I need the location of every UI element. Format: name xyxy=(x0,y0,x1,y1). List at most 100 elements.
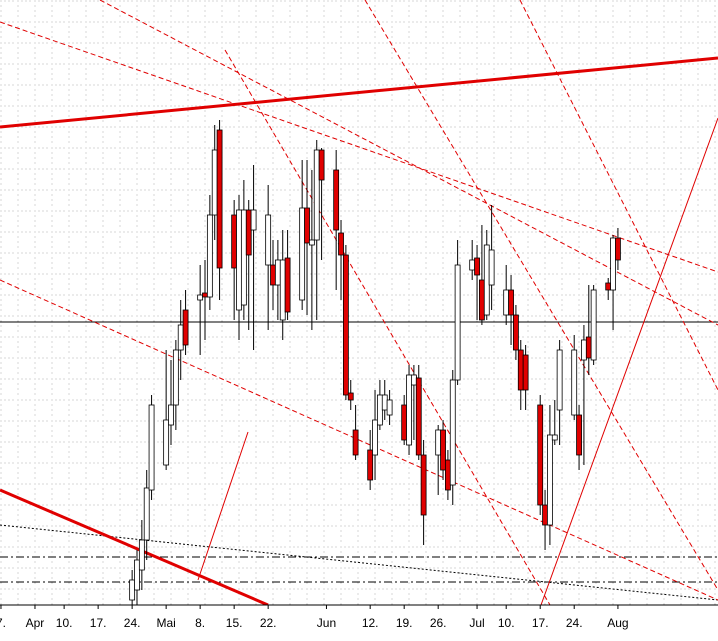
candle-body xyxy=(576,414,582,456)
x-tick-label: 24. xyxy=(566,616,583,630)
candle-body xyxy=(547,434,553,526)
candle-body xyxy=(590,289,597,361)
candle-body xyxy=(216,129,223,269)
trend-line xyxy=(197,431,249,581)
candle-body xyxy=(274,259,281,286)
candle-body xyxy=(420,454,427,516)
candle-body xyxy=(265,214,272,266)
candle-body xyxy=(231,214,238,269)
candle-body xyxy=(474,257,480,276)
candle-body xyxy=(517,349,524,391)
candle-body xyxy=(508,289,514,316)
candle-body xyxy=(449,379,456,486)
grid xyxy=(0,0,718,605)
candle-body xyxy=(381,394,388,411)
candle-body xyxy=(143,487,150,541)
candle-body xyxy=(551,434,558,441)
dashed-trend-line xyxy=(0,21,718,273)
candle-body xyxy=(401,404,408,441)
candle-body xyxy=(537,404,544,506)
candle-body xyxy=(406,374,412,446)
candle-body xyxy=(240,209,247,306)
candles xyxy=(129,120,621,605)
candle-body xyxy=(483,244,490,316)
candle-body xyxy=(440,429,446,471)
thick-trend-line xyxy=(0,488,269,605)
trend-line xyxy=(540,117,718,605)
dashed-trend-line xyxy=(224,49,551,605)
candle-body xyxy=(581,339,587,361)
candle-body xyxy=(245,209,252,256)
candle-body xyxy=(347,392,354,401)
candle-body xyxy=(605,282,612,291)
thick-trend-line xyxy=(0,56,718,129)
candle-body xyxy=(610,237,616,291)
x-tick-label: 24. xyxy=(124,616,141,630)
candle-body xyxy=(513,314,519,351)
candle-body xyxy=(138,539,145,571)
candle-body xyxy=(615,237,621,261)
candle-body xyxy=(338,232,344,256)
candle-body xyxy=(352,429,359,456)
candle-body xyxy=(134,559,140,591)
candle-body xyxy=(299,207,306,301)
candle-body xyxy=(279,259,286,321)
candle-body xyxy=(386,399,393,416)
candle-body xyxy=(454,264,461,381)
candle-body xyxy=(284,257,291,313)
x-tick-label: 12. xyxy=(362,616,379,630)
candle-body xyxy=(435,429,442,456)
x-tick-label: 17. xyxy=(90,616,107,630)
x-tick-label: Jun xyxy=(317,616,336,630)
x-tick-label: 26. xyxy=(430,616,447,630)
candle-body xyxy=(469,259,476,271)
candle-body xyxy=(503,289,510,316)
candle-body xyxy=(236,209,242,311)
drawings xyxy=(0,0,718,605)
dashed-trend-line xyxy=(99,0,718,326)
x-tick-label: 10. xyxy=(498,616,515,630)
candle-body xyxy=(163,419,170,466)
candle-body xyxy=(211,149,218,216)
dashed-trend-line xyxy=(519,0,718,391)
candle-body xyxy=(367,449,374,481)
x-tick-label: Mai xyxy=(156,616,175,630)
candle-body xyxy=(556,349,563,411)
candle-body xyxy=(313,149,320,241)
candle-body xyxy=(148,404,155,491)
x-tick-label: 10. xyxy=(56,616,73,630)
dashed-trend-line xyxy=(0,279,718,601)
candle-body xyxy=(333,169,340,231)
x-axis-labels: 7. Apr 10. 17. 24. Mai 8. 15. 22. Jun 12. 19. 26. Jul… xyxy=(0,605,629,630)
x-tick-label: Apr xyxy=(26,616,45,630)
candle-body xyxy=(372,419,378,456)
candle-body xyxy=(318,149,325,181)
candle-body xyxy=(129,579,136,601)
dotted-trend-line xyxy=(0,524,718,601)
x-tick-label: Jul xyxy=(469,616,484,630)
candle-body xyxy=(571,349,578,416)
x-tick-label: 22. xyxy=(260,616,277,630)
dashed-trend-line xyxy=(364,0,718,591)
candle-body xyxy=(304,207,310,244)
candle-body xyxy=(376,394,383,426)
candle-body xyxy=(542,504,548,526)
candle-body xyxy=(342,254,349,396)
x-tick-label: 15. xyxy=(226,616,243,630)
x-tick-label: Aug xyxy=(607,616,628,630)
candle-body xyxy=(270,264,276,286)
candle-body xyxy=(585,336,592,359)
candle-body xyxy=(197,294,204,301)
x-tick-label: 7. xyxy=(0,616,6,630)
candle-body xyxy=(522,354,529,391)
candle-body xyxy=(182,309,189,346)
x-tick-label: 19. xyxy=(396,616,413,630)
candle-body xyxy=(202,292,208,298)
candle-body xyxy=(479,279,485,321)
candle-body xyxy=(308,239,315,246)
candle-body xyxy=(168,404,174,426)
candle-body xyxy=(410,374,417,386)
candle-body xyxy=(488,249,495,286)
